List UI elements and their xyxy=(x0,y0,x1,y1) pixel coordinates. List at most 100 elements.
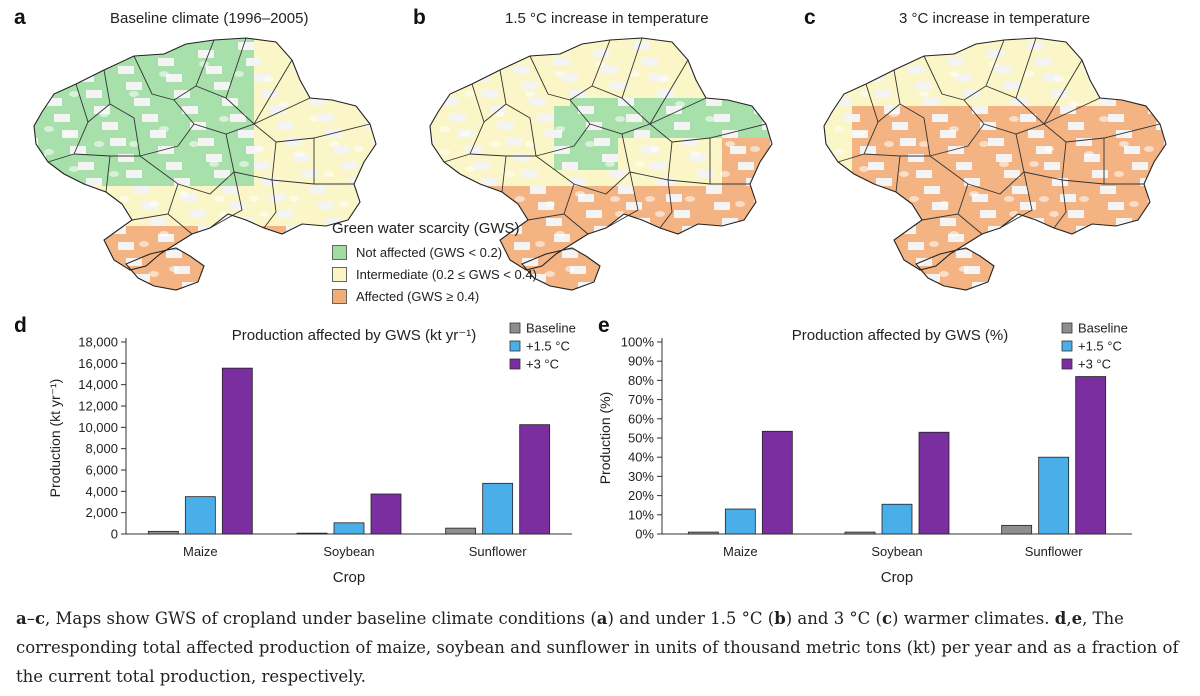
gws-cell xyxy=(198,154,206,162)
gws-cell xyxy=(824,266,828,274)
oblast-border xyxy=(535,99,591,157)
gws-cell xyxy=(1108,50,1116,58)
gws-cell xyxy=(302,122,310,130)
gws-cell xyxy=(868,90,876,98)
gws-cell xyxy=(1044,90,1052,98)
gws-cell xyxy=(618,90,626,98)
gws-cell xyxy=(214,186,222,194)
gws-cell xyxy=(972,50,980,58)
non-cropland-patch xyxy=(149,271,159,277)
gws-cell xyxy=(908,258,916,266)
gws-cell xyxy=(294,258,302,266)
gws-cell xyxy=(956,194,964,202)
gws-cell xyxy=(94,170,102,178)
gws-cell xyxy=(602,282,610,290)
gws-cell xyxy=(884,242,892,250)
gws-cell xyxy=(1156,42,1164,50)
gws-cell xyxy=(900,146,908,154)
gws-cell xyxy=(738,186,746,194)
gws-cell xyxy=(1164,90,1166,98)
gws-cell xyxy=(852,146,860,154)
gws-cell xyxy=(610,282,618,290)
gws-cell xyxy=(650,38,658,42)
gws-cell xyxy=(812,234,820,242)
gws-cell xyxy=(166,38,174,42)
gws-cell xyxy=(778,282,782,290)
gws-cell xyxy=(318,42,326,50)
gws-cell xyxy=(1164,202,1166,210)
gws-cell xyxy=(554,82,562,90)
gws-cell xyxy=(46,90,54,98)
gws-cell xyxy=(824,274,828,282)
gws-cell xyxy=(1044,266,1052,274)
gws-cell xyxy=(238,234,246,242)
gws-cell xyxy=(674,218,682,226)
gws-cell xyxy=(118,122,126,130)
gws-cell xyxy=(434,178,442,186)
gws-cell xyxy=(490,42,498,50)
gws-cell xyxy=(278,50,286,58)
gws-cell xyxy=(1164,234,1166,242)
gws-cell xyxy=(578,202,586,210)
gws-cell xyxy=(1172,114,1176,122)
gws-cell xyxy=(634,90,642,98)
gws-cell xyxy=(562,106,570,114)
gws-cell xyxy=(366,138,374,146)
non-cropland-patch xyxy=(289,196,299,202)
gws-cell xyxy=(642,162,650,170)
map-title-b: 1.5 °C increase in temperature xyxy=(505,10,709,27)
gws-cell xyxy=(46,38,54,42)
gws-cell xyxy=(182,38,190,42)
gws-cell xyxy=(350,66,358,74)
gws-cell xyxy=(1084,218,1092,226)
gws-cell xyxy=(522,58,530,66)
gws-cell xyxy=(754,250,762,258)
gws-cell xyxy=(318,50,326,58)
gws-cell xyxy=(62,74,70,82)
gws-cell xyxy=(310,250,318,258)
legend-swatch-intermediate xyxy=(332,266,347,282)
gws-cell xyxy=(1012,282,1020,290)
gws-cell xyxy=(1020,146,1028,154)
gws-cell xyxy=(34,250,38,258)
gws-cell xyxy=(876,226,884,234)
gws-cell xyxy=(618,194,626,202)
gws-cell xyxy=(1068,274,1076,282)
gws-cell xyxy=(770,162,772,170)
gws-cell xyxy=(182,122,190,130)
gws-cell xyxy=(996,178,1004,186)
gws-cell xyxy=(198,90,206,98)
gws-cell xyxy=(770,114,772,122)
gws-cell xyxy=(466,170,474,178)
gws-cell xyxy=(852,242,860,250)
gws-cell xyxy=(746,146,754,154)
gws-cell xyxy=(134,178,142,186)
gws-cell xyxy=(118,170,126,178)
gws-cell xyxy=(924,130,932,138)
gws-cell xyxy=(1036,242,1044,250)
gws-cell xyxy=(698,38,706,42)
gws-cell xyxy=(908,178,916,186)
gws-cell xyxy=(450,50,458,58)
gws-cell xyxy=(110,98,118,106)
gws-cell xyxy=(916,138,924,146)
gws-cell xyxy=(730,154,738,162)
gws-cell xyxy=(174,66,182,74)
gws-cell xyxy=(714,266,722,274)
gws-cell xyxy=(450,210,458,218)
gws-cell xyxy=(860,290,868,294)
gws-cell xyxy=(824,202,828,210)
gws-cell xyxy=(1140,186,1148,194)
oblast-border xyxy=(929,99,985,157)
gws-cell xyxy=(46,138,54,146)
gws-cell xyxy=(54,66,62,74)
gws-cell xyxy=(142,146,150,154)
gws-cell xyxy=(980,74,988,82)
gws-cell xyxy=(698,290,706,294)
gws-cell xyxy=(1164,282,1166,290)
gws-cell xyxy=(884,274,892,282)
gws-cell xyxy=(530,202,538,210)
gws-cell xyxy=(254,170,262,178)
gws-cell xyxy=(22,42,30,50)
gws-cell xyxy=(682,162,690,170)
